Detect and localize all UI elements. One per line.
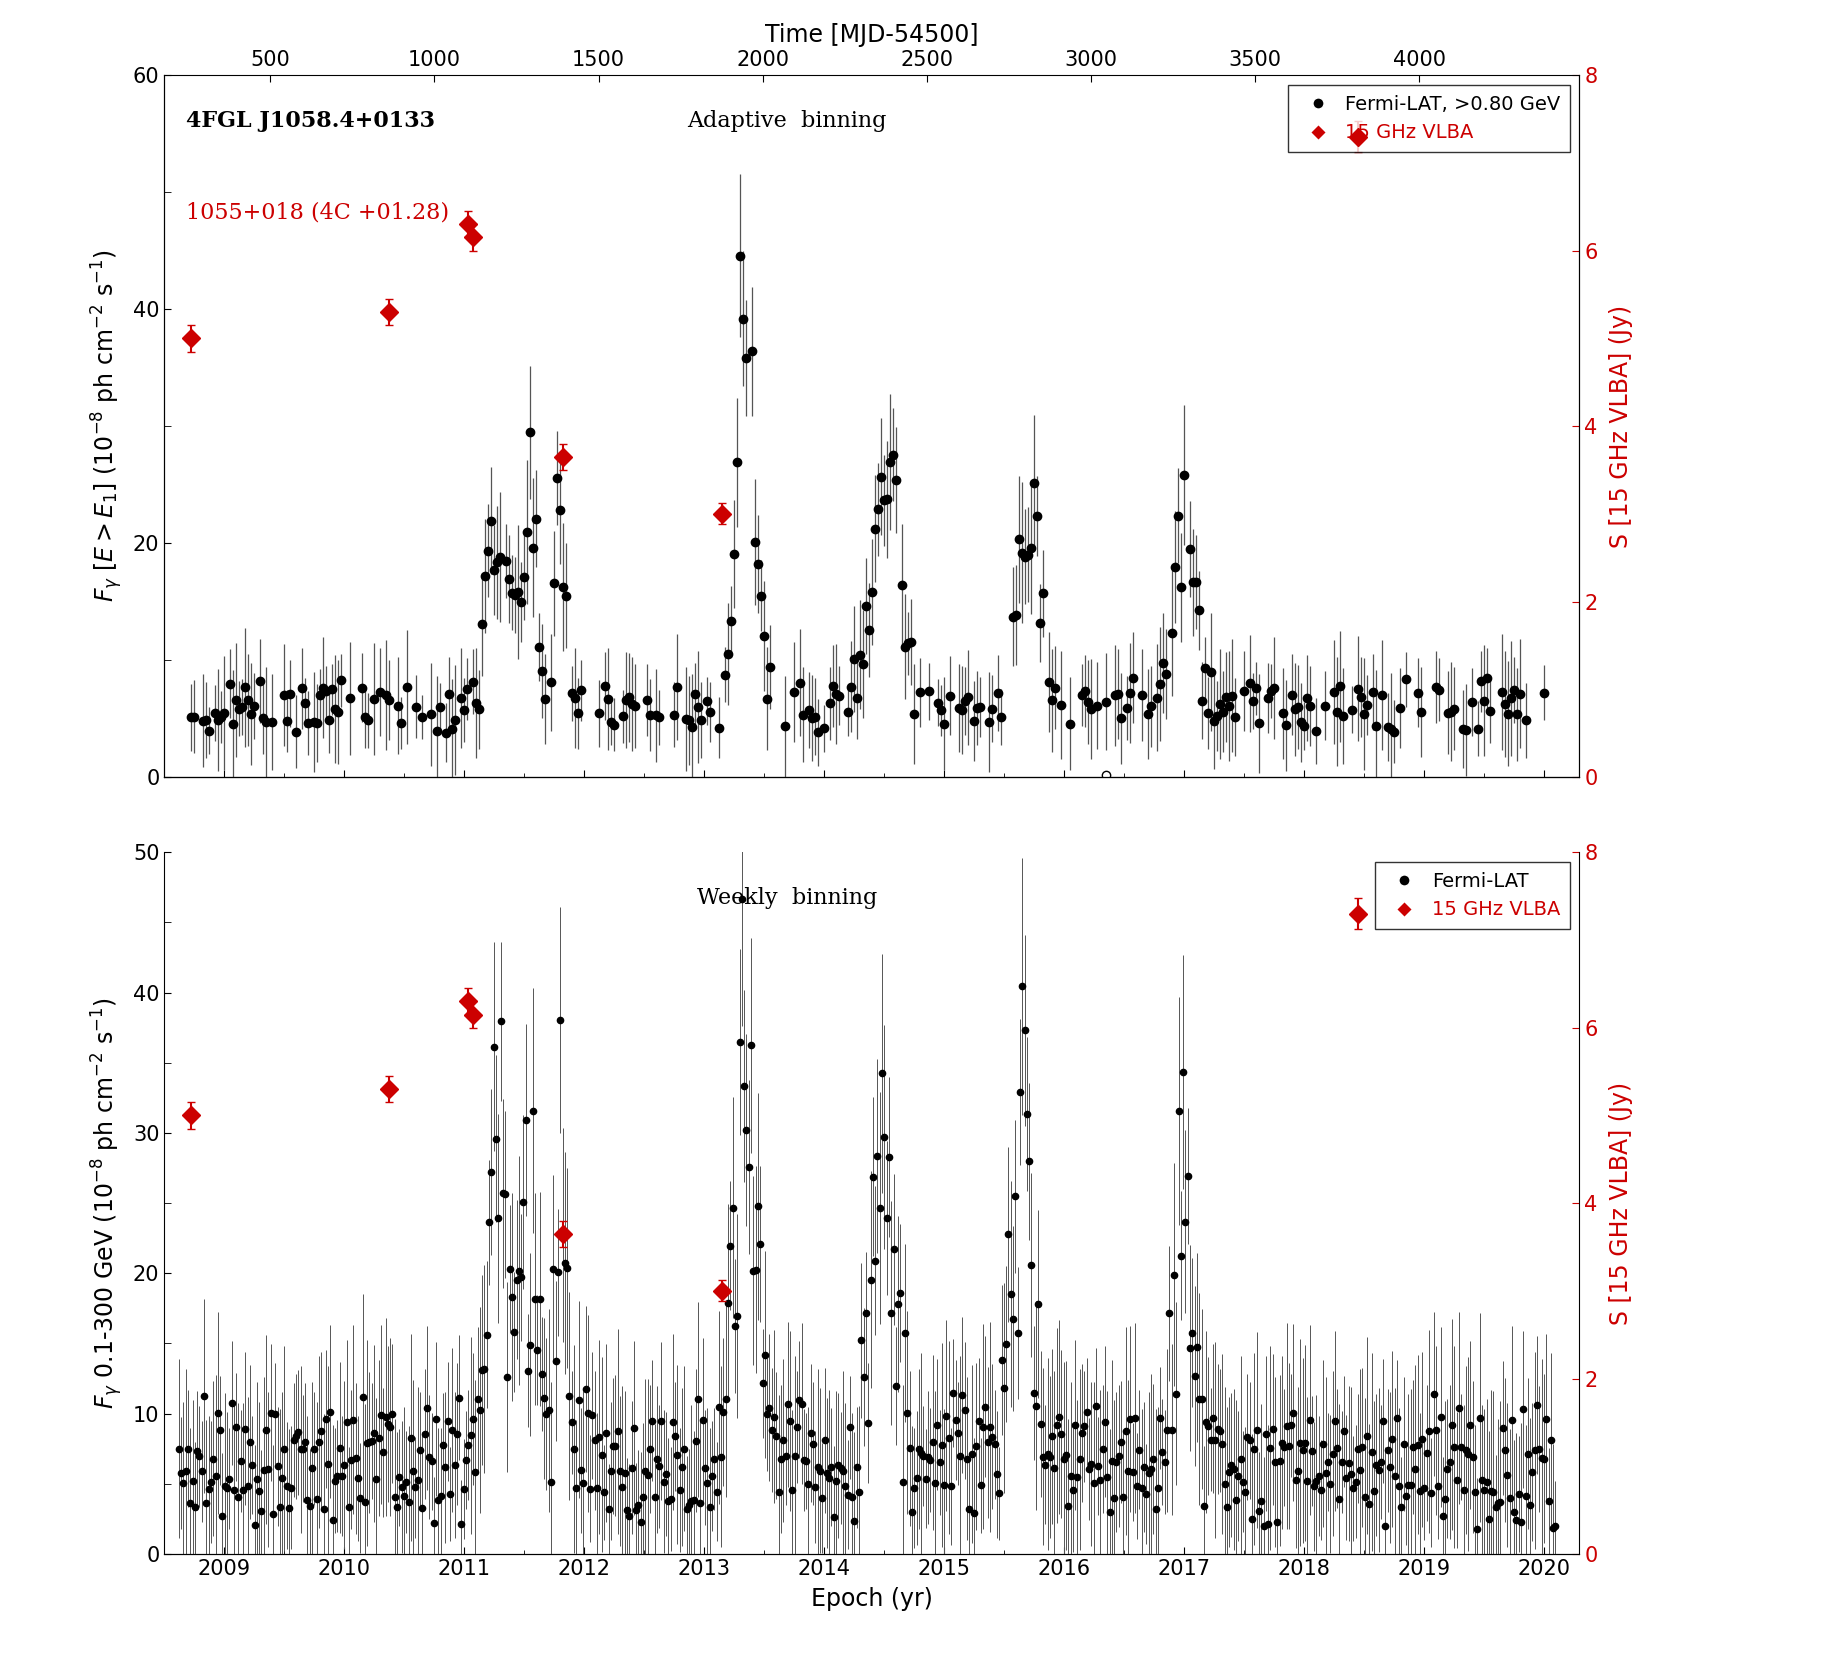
Y-axis label: S [15 GHz VLBA] (Jy): S [15 GHz VLBA] (Jy) <box>1609 1081 1632 1325</box>
Text: 1055+018 (4C +01.28): 1055+018 (4C +01.28) <box>186 202 449 224</box>
X-axis label: Epoch (yr): Epoch (yr) <box>811 1587 933 1611</box>
Legend: Fermi-LAT, 15 GHz VLBA: Fermi-LAT, 15 GHz VLBA <box>1375 862 1570 929</box>
Y-axis label: S [15 GHz VLBA] (Jy): S [15 GHz VLBA] (Jy) <box>1609 304 1632 548</box>
Y-axis label: $F_{\gamma}$ 0.1-300 GeV $(10^{-8}$ ph cm$^{-2}$ s$^{-1})$: $F_{\gamma}$ 0.1-300 GeV $(10^{-8}$ ph c… <box>89 998 124 1409</box>
Text: Weekly  binning: Weekly binning <box>698 887 876 909</box>
Text: 4FGL J1058.4+0133: 4FGL J1058.4+0133 <box>186 110 435 132</box>
Text: Adaptive  binning: Adaptive binning <box>687 110 887 132</box>
Y-axis label: $F_{\gamma}$ $[E{>}E_1]$ $(10^{-8}$ ph cm$^{-2}$ s$^{-1})$: $F_{\gamma}$ $[E{>}E_1]$ $(10^{-8}$ ph c… <box>89 249 124 603</box>
X-axis label: Time [MJD-54500]: Time [MJD-54500] <box>765 23 979 47</box>
Legend: Fermi-LAT, >0.80 GeV, 15 GHz VLBA: Fermi-LAT, >0.80 GeV, 15 GHz VLBA <box>1289 85 1570 152</box>
